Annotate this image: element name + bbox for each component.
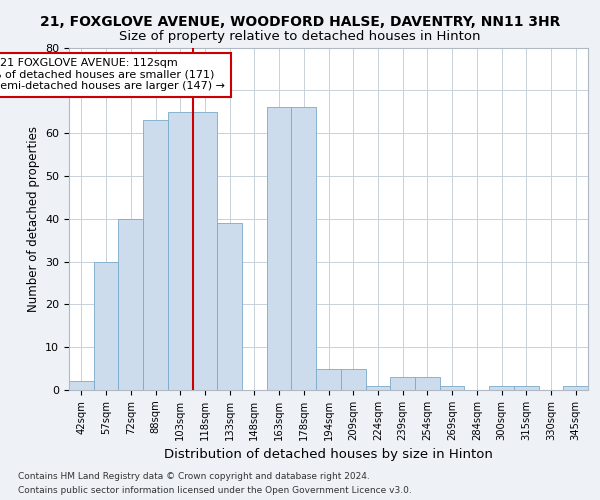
Bar [69, 382, 94, 390]
Bar [365, 386, 390, 390]
Bar [267, 108, 292, 390]
Bar [514, 386, 539, 390]
Bar [143, 120, 168, 390]
Text: 21 FOXGLOVE AVENUE: 112sqm
← 53% of detached houses are smaller (171)
46% of sem: 21 FOXGLOVE AVENUE: 112sqm ← 53% of deta… [0, 58, 225, 92]
Bar [489, 386, 514, 390]
Y-axis label: Number of detached properties: Number of detached properties [26, 126, 40, 312]
Bar [390, 377, 415, 390]
Bar [217, 223, 242, 390]
Text: Contains public sector information licensed under the Open Government Licence v3: Contains public sector information licen… [18, 486, 412, 495]
Bar [440, 386, 464, 390]
Bar [94, 262, 118, 390]
Bar [292, 108, 316, 390]
Bar [341, 368, 365, 390]
X-axis label: Distribution of detached houses by size in Hinton: Distribution of detached houses by size … [164, 448, 493, 462]
Text: Contains HM Land Registry data © Crown copyright and database right 2024.: Contains HM Land Registry data © Crown c… [18, 472, 370, 481]
Bar [118, 219, 143, 390]
Text: Size of property relative to detached houses in Hinton: Size of property relative to detached ho… [119, 30, 481, 43]
Text: 21, FOXGLOVE AVENUE, WOODFORD HALSE, DAVENTRY, NN11 3HR: 21, FOXGLOVE AVENUE, WOODFORD HALSE, DAV… [40, 15, 560, 29]
Bar [316, 368, 341, 390]
Bar [415, 377, 440, 390]
Bar [168, 112, 193, 390]
Bar [563, 386, 588, 390]
Bar [193, 112, 217, 390]
